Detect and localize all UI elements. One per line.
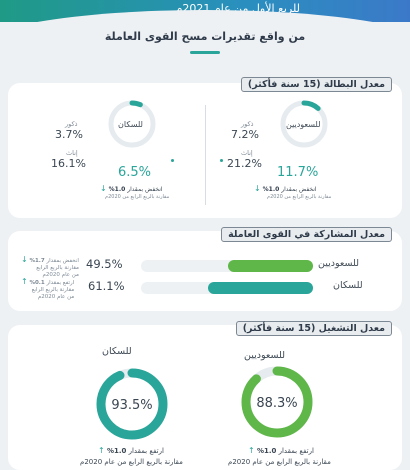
saudis-male-label: ذكور xyxy=(241,120,254,128)
population-unemployment-label: للسكان xyxy=(118,120,143,129)
card-divider xyxy=(205,105,206,205)
arrow-down-icon: ↓ xyxy=(100,184,107,193)
employment-badge: معدل التشغيل (15 سنة فأكثر) xyxy=(235,321,392,336)
participation-population-track xyxy=(141,282,313,294)
arrow-down-icon: ↓ xyxy=(254,184,261,193)
participation-saudis-label: للسعوديين xyxy=(318,258,359,269)
employment-card: معدل التشغيل (15 سنة فأكثر) للسعوديين 88… xyxy=(8,321,402,470)
participation-saudis-value: 49.5% xyxy=(86,257,123,271)
saudis-female-value: 21.2% xyxy=(227,157,262,170)
top-banner: للربع الأول من عام 2021م xyxy=(0,0,410,22)
arrow-up-icon: ↑ xyxy=(21,277,28,286)
participation-saudis-track xyxy=(141,260,313,272)
participation-saudis-bar xyxy=(227,260,313,272)
population-male-label: ذكور xyxy=(65,120,78,128)
saudis-unemployment-compare: مقارنة بالربع الرابع من 2020م xyxy=(267,194,332,200)
population-female-label: إناث xyxy=(66,149,78,157)
marker-dot xyxy=(220,159,223,162)
participation-population-note: ارتفع بمقدار 0.1% ↑ مقارنة بالربع الرابع… xyxy=(21,277,75,301)
page-title: من واقع تقديرات مسح القوى العاملة xyxy=(104,30,306,43)
employment-population-value: 93.5% xyxy=(111,398,152,413)
population-male-value: 3.7% xyxy=(55,128,83,141)
participation-card: معدل المشاركة في القوى العاملة للسعوديين… xyxy=(8,227,402,311)
saudis-unemployment-ring xyxy=(280,100,328,148)
population-unemployment-ring xyxy=(108,100,156,148)
arrow-down-icon: ↓ xyxy=(21,255,28,264)
employment-saudis-value: 88.3% xyxy=(256,396,297,411)
saudis-female-label: إناث xyxy=(241,149,253,157)
title-underline xyxy=(190,51,220,54)
saudis-unemployment-label: للسعوديين xyxy=(286,120,321,129)
employment-population-donut: 93.5% xyxy=(96,368,168,440)
participation-population-label: للسكان xyxy=(333,280,363,291)
population-female-value: 16.1% xyxy=(51,157,86,170)
saudis-unemployment-change: انخفض بمقدار 1.0% ↓ xyxy=(254,184,317,193)
participation-population-bar xyxy=(207,282,313,294)
participation-badge: معدل المشاركة في القوى العاملة xyxy=(221,227,392,242)
saudis-unemployment-total: 11.7% xyxy=(277,165,319,180)
participation-saudis-note: انخفض بمقدار 1.7% ↓ مقارنة بالربع الرابع… xyxy=(21,255,79,279)
arrow-up-icon: ↑ xyxy=(98,446,105,455)
employment-saudis-donut: 88.3% xyxy=(241,366,313,438)
banner-curve xyxy=(0,10,410,22)
marker-dot xyxy=(171,159,174,162)
employment-population-label: للسكان xyxy=(102,346,132,357)
saudis-male-value: 7.2% xyxy=(231,128,259,141)
arrow-up-icon: ↑ xyxy=(248,446,255,455)
participation-population-value: 61.1% xyxy=(88,279,125,293)
employment-saudis-label: للسعوديين xyxy=(244,350,285,361)
employment-saudis-change: ارتفع بمقدار 1.0% ↑ xyxy=(248,446,314,455)
employment-saudis-compare: مقارنة بالربع الرابع من عام 2020م xyxy=(228,458,331,466)
population-unemployment-total: 6.5% xyxy=(118,165,152,180)
population-unemployment-compare: مقارنة بالربع الرابع من 2020م xyxy=(105,194,170,200)
employment-population-compare: مقارنة بالربع الرابع من عام 2020م xyxy=(80,458,183,466)
population-unemployment-change: انخفض بمقدار 1.0% ↓ xyxy=(100,184,163,193)
unemployment-badge: معدل البطالة (15 سنة فأكثر) xyxy=(240,77,392,92)
employment-population-change: ارتفع بمقدار 1.0% ↑ xyxy=(98,446,164,455)
unemployment-card: معدل البطالة (15 سنة فأكثر) للسعوديين ذك… xyxy=(8,77,402,218)
